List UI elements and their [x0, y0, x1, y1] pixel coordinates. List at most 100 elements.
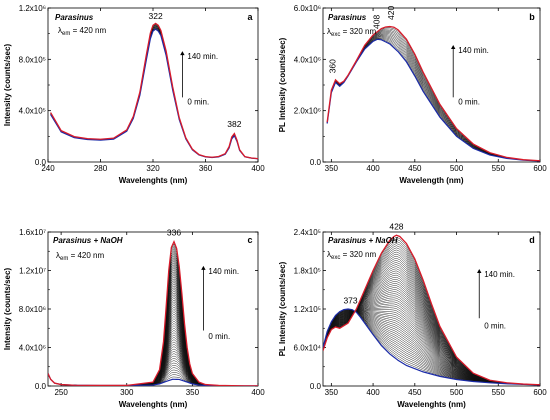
excitation-annotation: λem = 420 nm	[56, 251, 104, 262]
series-line-first	[50, 28, 258, 160]
series-line-intermediate	[323, 299, 540, 386]
time-arrow-head	[180, 51, 185, 56]
series-line-last	[323, 234, 540, 386]
time-start-label: 0 min.	[208, 332, 230, 341]
y-tick-label: 4.0x10⁶	[294, 55, 321, 64]
series-line-intermediate	[48, 269, 258, 386]
series-line-intermediate	[323, 262, 540, 386]
peak-label: 336	[167, 228, 181, 238]
annotation-value: = 420 nm	[70, 26, 106, 35]
time-start-label: 0 min.	[187, 97, 209, 106]
series-line-intermediate	[323, 289, 540, 386]
series-line-intermediate	[323, 247, 540, 385]
excitation-annotation: λexc = 320 nm	[327, 27, 376, 38]
panel-letter: a	[247, 12, 253, 22]
peak-label: 408	[372, 14, 382, 28]
y-tick-label: 0.0	[35, 158, 47, 167]
peak-label: 382	[227, 119, 241, 129]
series-line-intermediate	[323, 281, 540, 386]
panel-title: Parasinus	[55, 13, 94, 22]
x-tick-label: 400	[366, 164, 380, 173]
series-line-intermediate	[48, 351, 258, 386]
y-tick-label: 0.0	[310, 382, 322, 391]
peak-label: 428	[389, 221, 403, 231]
series-line-intermediate	[48, 306, 258, 386]
y-tick-label: 6.0x10⁶	[294, 4, 321, 13]
time-end-label: 140 min.	[187, 52, 218, 61]
chart-panel-c: 250 300 350 400 0.0 4.0x10⁶ 8.0x10⁶ 1.2x10⁷ 1.6x…	[3, 228, 265, 409]
series-group	[48, 239, 258, 386]
y-tick-label: 8.0x10⁵	[19, 55, 46, 64]
series-line-intermediate	[323, 270, 540, 386]
panel-title: Parasinus + NaOH	[328, 236, 398, 245]
series-line-intermediate	[323, 310, 540, 386]
series-line-intermediate	[323, 307, 540, 386]
time-end-label: 140 min.	[484, 270, 515, 279]
series-line-intermediate	[323, 283, 540, 386]
panel-title: Parasinus + NaOH	[53, 236, 123, 245]
y-tick-label: 1.2x10⁶	[19, 4, 46, 13]
series-line-intermediate	[48, 344, 258, 386]
x-tick-label: 300	[120, 388, 134, 397]
x-tick-label: 400	[251, 164, 265, 173]
y-tick-label: 4.0x10⁵	[19, 107, 46, 116]
x-tick-label: 400	[251, 388, 265, 397]
series-line-intermediate	[323, 249, 540, 385]
excitation-annotation: λem = 420 nm	[58, 26, 106, 37]
x-tick-label: 240	[41, 164, 55, 173]
x-axis-label: Wavelenghts (nm)	[119, 400, 188, 409]
y-tick-label: 0.0	[310, 158, 322, 167]
series-line-intermediate	[323, 268, 540, 386]
series-line-intermediate	[326, 31, 540, 162]
series-line-intermediate	[48, 259, 258, 386]
series-line-intermediate	[48, 348, 258, 386]
time-arrow-head	[477, 268, 482, 273]
x-tick-label: 360	[199, 164, 213, 173]
series-line-intermediate	[323, 305, 540, 386]
series-line-intermediate	[48, 271, 258, 386]
y-axis-label: PL Intensity (counts/sec)	[278, 261, 287, 356]
annotation-subscript: em	[62, 31, 70, 37]
series-line-intermediate	[323, 297, 540, 386]
peak-label: 360	[328, 59, 338, 73]
series-line-intermediate	[323, 311, 540, 386]
series-line-intermediate	[48, 315, 258, 386]
series-line-intermediate	[48, 266, 258, 386]
series-line-intermediate	[48, 339, 258, 386]
series-group	[323, 234, 540, 386]
peak-label: 420	[386, 6, 396, 20]
series-line-intermediate	[323, 310, 540, 386]
y-tick-label: 4.0x10⁶	[19, 344, 46, 353]
series-line-intermediate	[48, 299, 258, 386]
series-line-intermediate	[48, 257, 258, 386]
series-line-intermediate	[323, 274, 540, 386]
chart-panel-b: 350 400 450 500 550 600 0.0 2.0x10⁶ 4.0x10⁶ 6.0x1…	[278, 4, 547, 185]
series-line-intermediate	[323, 287, 540, 386]
time-start-label: 0 min.	[484, 321, 506, 330]
y-tick-label: 1.8x10⁵	[294, 267, 321, 276]
series-line-intermediate	[48, 304, 258, 386]
series-line-intermediate	[326, 28, 540, 161]
series-line-intermediate	[323, 310, 540, 386]
series-line-intermediate	[323, 309, 540, 386]
x-axis-label: Wavelength (nm)	[399, 176, 463, 185]
time-end-label: 140 min.	[458, 46, 489, 55]
annotation-lambda: λ	[56, 251, 60, 260]
series-line-intermediate	[323, 279, 540, 386]
series-line-intermediate	[323, 264, 540, 386]
annotation-lambda: λ	[327, 27, 331, 36]
x-tick-label: 600	[533, 388, 547, 397]
series-line-last	[326, 25, 540, 162]
series-line-intermediate	[323, 303, 540, 386]
series-line-intermediate	[323, 310, 540, 386]
series-line-intermediate	[323, 255, 540, 385]
y-tick-label: 1.6x10⁷	[19, 228, 46, 237]
series-line-intermediate	[323, 253, 540, 385]
series-line-intermediate	[48, 308, 258, 386]
x-tick-label: 550	[492, 388, 506, 397]
annotation-value: = 320 nm	[340, 250, 376, 259]
x-axis-label: Wavelenghts (nm)	[119, 176, 188, 185]
series-line-intermediate	[323, 291, 540, 386]
chart-panel-d: 350 400 450 500 550 600 0.0 6.0x10⁴ 1.2x10⁵ 1.8x1…	[278, 221, 547, 409]
x-tick-label: 550	[492, 164, 506, 173]
